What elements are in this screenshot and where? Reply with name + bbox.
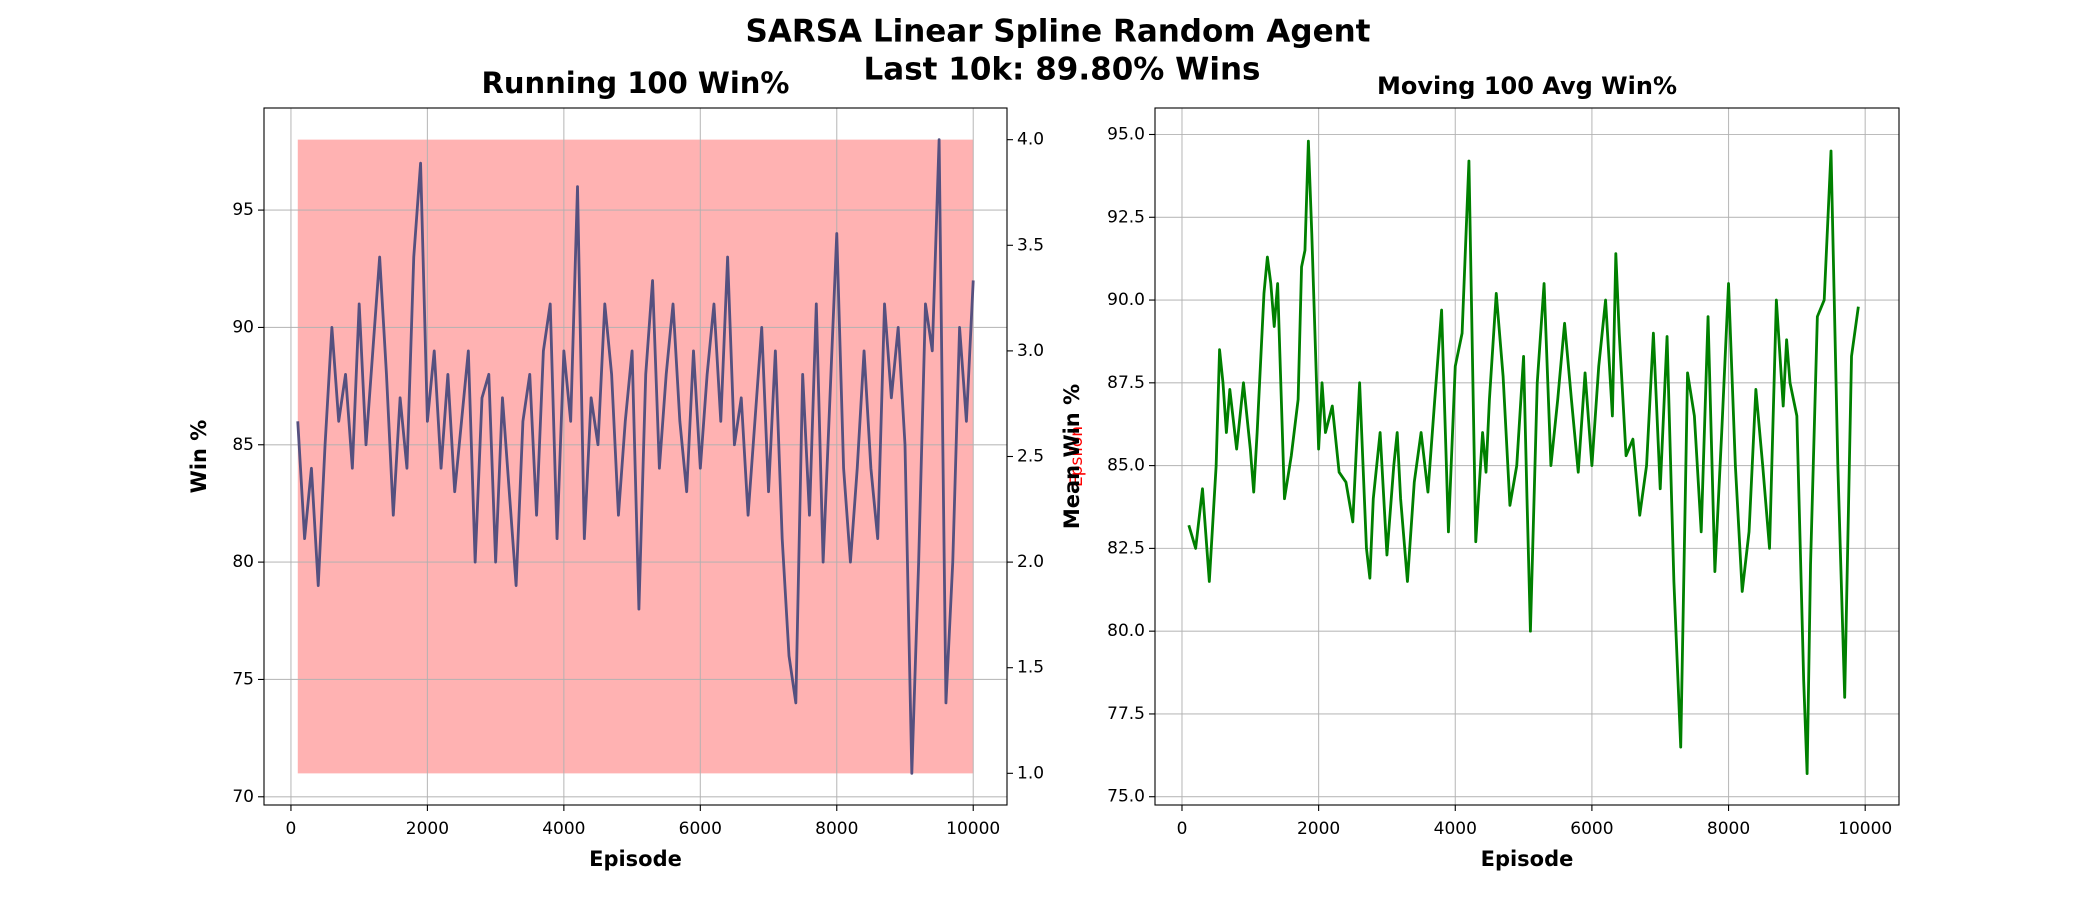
y2-tick-label: 1.5	[1017, 658, 1044, 678]
y2-tick-label: 4.0	[1017, 130, 1044, 150]
x-tick-label: 6000	[1570, 819, 1613, 839]
x-tick-label: 2000	[1297, 819, 1340, 839]
y2-tick-label: 3.0	[1017, 341, 1044, 361]
y-axis-label: Win %	[187, 420, 211, 494]
x-tick-label: 8000	[815, 819, 858, 839]
y-tick-label: 92.5	[1107, 207, 1145, 227]
axes-title: Running 100 Win%	[482, 66, 790, 100]
suptitle: Last 10k: 89.80% Wins	[864, 52, 1261, 88]
suptitle: SARSA Linear Spline Random Agent	[746, 14, 1371, 50]
axes-frame	[1154, 107, 1900, 806]
axes-frame	[263, 107, 1008, 806]
y2-tick-label: 3.5	[1017, 235, 1044, 255]
y-tick-label: 85.0	[1107, 456, 1145, 476]
x-axis-label: Episode	[1481, 847, 1574, 871]
y2-axis-label: Epsilon	[1067, 426, 1087, 487]
x-tick-label: 2000	[406, 819, 449, 839]
y-tick-label: 77.5	[1107, 704, 1145, 724]
y-tick-label: 85	[232, 435, 254, 455]
x-tick-label: 10000	[1838, 819, 1892, 839]
y2-tick-label: 1.0	[1017, 763, 1044, 783]
y-axis-label: Mean Win %	[1060, 384, 1084, 529]
y2-tick-label: 2.0	[1017, 552, 1044, 572]
y-tick-label: 87.5	[1107, 373, 1145, 393]
y-tick-label: 80	[232, 552, 254, 572]
x-tick-label: 6000	[679, 819, 722, 839]
y-tick-label: 80.0	[1107, 621, 1145, 641]
axes-title: Moving 100 Avg Win%	[1377, 72, 1677, 100]
y-tick-label: 90	[232, 317, 254, 337]
x-tick-label: 4000	[542, 819, 585, 839]
x-tick-label: 10000	[946, 819, 1000, 839]
y-tick-label: 70	[232, 787, 254, 807]
x-tick-label: 0	[286, 819, 297, 839]
y-tick-label: 95	[232, 200, 254, 220]
x-tick-label: 8000	[1707, 819, 1750, 839]
series-line	[1187, 139, 1860, 775]
y2-tick-label: 2.5	[1017, 447, 1044, 467]
y-tick-label: 95.0	[1107, 124, 1145, 144]
series-line	[296, 138, 975, 775]
y-tick-label: 75	[232, 669, 254, 689]
x-tick-label: 4000	[1434, 819, 1477, 839]
y-tick-label: 90.0	[1107, 290, 1145, 310]
x-tick-label: 0	[1177, 819, 1188, 839]
y-tick-label: 75.0	[1107, 787, 1145, 807]
x-axis-label: Episode	[589, 847, 682, 871]
y-tick-label: 82.5	[1107, 538, 1145, 558]
